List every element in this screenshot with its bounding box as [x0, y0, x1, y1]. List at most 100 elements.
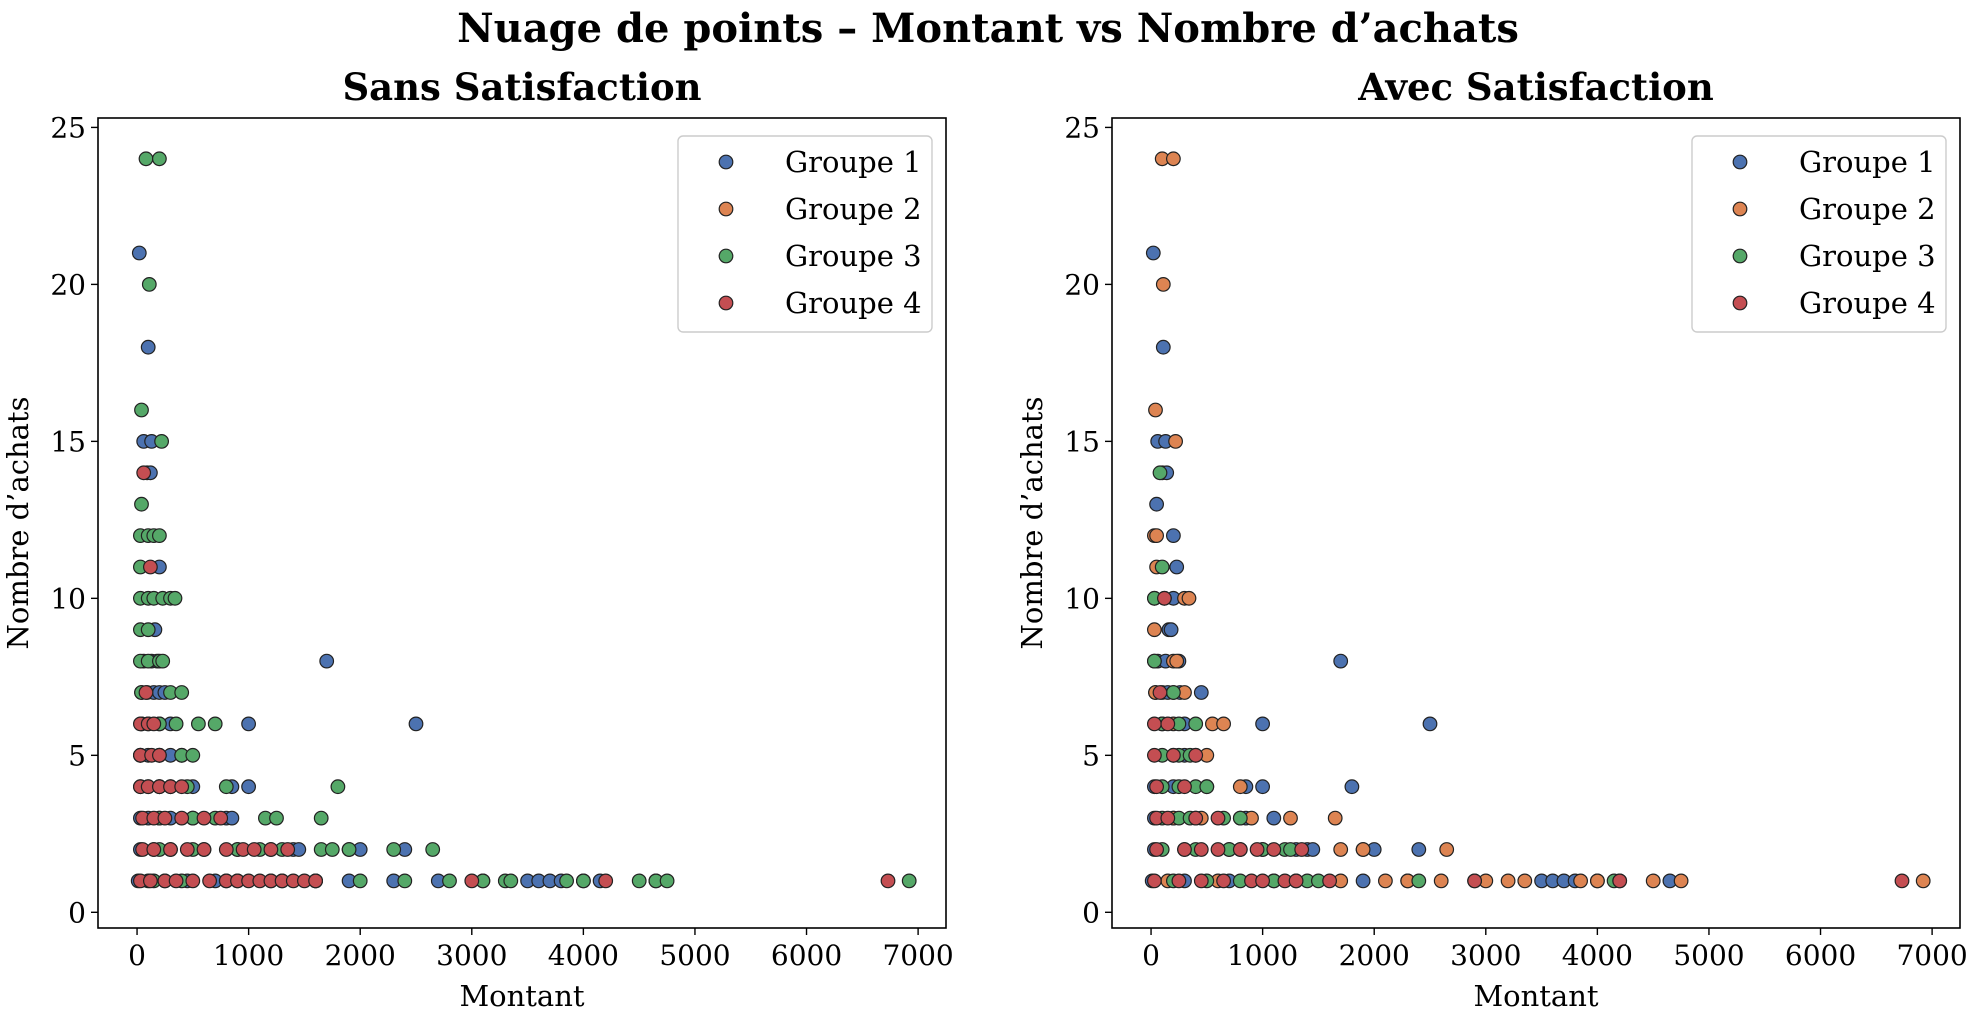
data-point	[1155, 560, 1169, 574]
data-point	[1148, 717, 1162, 731]
panel-title: Sans Satisfaction	[342, 65, 701, 109]
x-tick-label: 0	[1142, 939, 1160, 972]
x-tick-label: 7000	[882, 939, 953, 972]
data-point	[141, 340, 155, 354]
data-point	[1161, 717, 1175, 731]
data-point	[137, 466, 151, 480]
data-point	[1170, 654, 1184, 668]
data-point	[247, 843, 261, 857]
data-point	[135, 497, 149, 511]
data-point	[1674, 874, 1688, 888]
data-point	[902, 874, 916, 888]
data-point	[1150, 497, 1164, 511]
data-point	[1200, 780, 1214, 794]
scatter-panel-1: Sans Satisfaction 0 1000 2000 3000 4000 5000 60…	[1, 65, 954, 1013]
data-point	[1189, 717, 1203, 731]
data-point	[1195, 686, 1209, 700]
data-point	[1148, 749, 1162, 763]
y-tick-label: 25	[1064, 111, 1100, 144]
data-point	[1267, 811, 1281, 825]
data-point	[1157, 278, 1171, 292]
y-tick-label: 0	[1082, 896, 1100, 929]
data-point	[1167, 749, 1181, 763]
data-point	[153, 749, 167, 763]
x-tick-label: 3000	[1450, 939, 1521, 972]
data-point	[1153, 686, 1167, 700]
legend: Groupe 1 Groupe 2 Groupe 3 Groupe 4	[678, 136, 932, 332]
data-point	[186, 749, 200, 763]
data-point	[186, 874, 200, 888]
y-tick-label: 10	[1064, 582, 1100, 615]
data-point	[153, 529, 167, 543]
data-point	[164, 843, 178, 857]
y-tick-label: 15	[50, 425, 86, 458]
legend-entry: Groupe 3	[1799, 239, 1936, 273]
data-point	[1189, 811, 1203, 825]
data-point	[320, 654, 334, 668]
legend-entry: Groupe 1	[785, 145, 922, 179]
data-point	[1211, 811, 1225, 825]
data-point	[143, 278, 157, 292]
data-point	[398, 874, 412, 888]
data-point	[1295, 843, 1309, 857]
data-point	[1170, 560, 1184, 574]
legend-marker	[1733, 296, 1747, 310]
x-tick-label: 4000	[1562, 939, 1633, 972]
legend-marker	[719, 202, 733, 216]
data-point	[1234, 780, 1248, 794]
data-point	[1148, 654, 1162, 668]
legend-entry: Groupe 3	[785, 239, 922, 273]
data-point	[660, 874, 674, 888]
x-tick-label: 5000	[1673, 939, 1744, 972]
data-point	[1148, 874, 1162, 888]
data-point	[144, 874, 158, 888]
panel-title: Avec Satisfaction	[1357, 65, 1714, 109]
data-point	[1412, 843, 1426, 857]
legend-marker	[1733, 202, 1747, 216]
data-point	[1153, 466, 1167, 480]
data-point	[1574, 874, 1588, 888]
data-point	[1195, 874, 1209, 888]
data-point	[387, 843, 401, 857]
data-point	[881, 874, 895, 888]
data-point	[1217, 717, 1231, 731]
data-point	[242, 780, 256, 794]
data-point	[270, 811, 284, 825]
x-axis-label: Montant	[459, 979, 584, 1013]
data-point	[1434, 874, 1448, 888]
legend-marker	[719, 155, 733, 169]
data-point	[133, 246, 147, 260]
data-point	[1161, 811, 1175, 825]
y-tick-label: 15	[1064, 425, 1100, 458]
data-point	[1195, 843, 1209, 857]
data-point	[426, 843, 440, 857]
data-point	[242, 717, 256, 731]
data-point	[1234, 811, 1248, 825]
x-axis-label: Montant	[1473, 979, 1598, 1013]
data-point	[214, 811, 228, 825]
data-point	[443, 874, 457, 888]
data-point	[1178, 843, 1192, 857]
data-point	[175, 686, 189, 700]
data-point	[314, 811, 328, 825]
data-point	[156, 654, 170, 668]
data-point	[1172, 874, 1186, 888]
data-point	[353, 874, 367, 888]
data-point	[1164, 623, 1178, 637]
x-tick-label: 7000	[1896, 939, 1967, 972]
data-point	[181, 843, 195, 857]
data-point	[1412, 874, 1426, 888]
data-point	[203, 874, 217, 888]
legend-entry: Groupe 4	[1799, 286, 1936, 320]
data-point	[1345, 780, 1359, 794]
data-point	[1256, 874, 1270, 888]
data-point	[1148, 623, 1162, 637]
legend-marker	[1733, 249, 1747, 263]
data-point	[1895, 874, 1909, 888]
data-point	[168, 592, 182, 606]
data-point	[465, 874, 479, 888]
data-point	[1334, 843, 1348, 857]
data-point	[1167, 529, 1181, 543]
x-tick-label: 5000	[659, 939, 730, 972]
data-point	[1189, 749, 1203, 763]
